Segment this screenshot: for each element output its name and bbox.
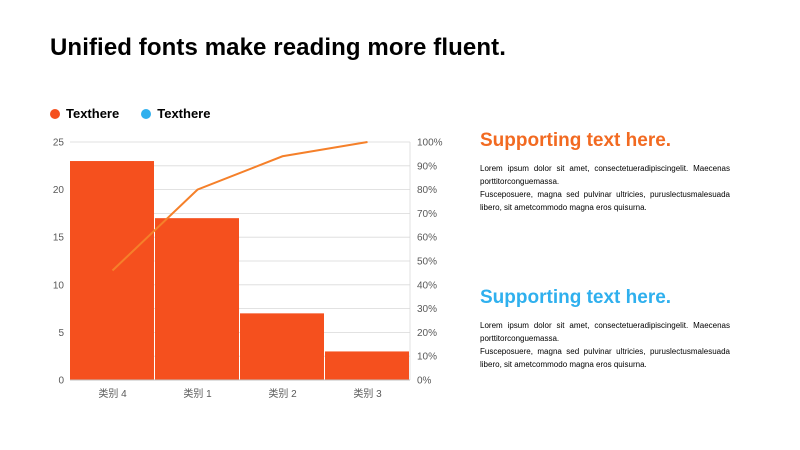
y-tick-label: 5 [58,328,64,339]
y2-tick-label: 10% [417,352,437,363]
legend-item-1: Texthere [50,106,119,121]
y2-tick-label: 40% [417,280,437,291]
bar [155,218,239,380]
bar [325,351,409,380]
x-tick-label: 类别 3 [353,387,382,400]
x-tick-label: 类别 2 [268,387,297,400]
y2-tick-label: 100% [417,138,443,149]
y2-tick-label: 20% [417,328,437,339]
y2-tick-label: 50% [417,257,437,268]
bar [70,161,154,380]
y2-tick-label: 70% [417,209,437,220]
cumulative-line [111,141,368,272]
chart-legend: Texthere Texthere [50,106,210,121]
supporting-para-2b: Fusceposuere, magna sed pulvinar ultrici… [480,347,730,369]
supporting-para-2a: Lorem ipsum dolor sit amet, consectetuer… [480,321,730,343]
supporting-body-1: Lorem ipsum dolor sit amet, consectetuer… [480,162,730,214]
y-tick-label: 0 [58,376,64,387]
x-tick-label: 类别 4 [98,387,127,400]
supporting-block-2: Supporting text here. Lorem ipsum dolor … [480,287,730,371]
y2-tick-label: 0% [417,376,432,387]
y-tick-label: 25 [53,138,65,149]
supporting-para-1b: Fusceposuere, magna sed pulvinar ultrici… [480,190,730,212]
legend-label-1: Texthere [66,106,120,121]
y2-tick-label: 80% [417,185,437,196]
y2-tick-label: 90% [417,161,437,172]
legend-dot-orange [50,108,60,119]
supporting-para-1a: Lorem ipsum dolor sit amet, consectetuer… [480,164,730,186]
supporting-block-1: Supporting text here. Lorem ipsum dolor … [480,130,730,214]
y-tick-label: 10 [53,280,65,291]
bar [240,313,324,380]
y2-tick-label: 60% [417,233,437,244]
y2-tick-label: 30% [417,304,437,315]
y-tick-label: 20 [53,185,65,196]
legend-item-2: Texthere [141,106,210,121]
page-title: Unified fonts make reading more fluent. [50,34,506,61]
legend-label-2: Texthere [157,106,211,121]
supporting-heading-2: Supporting text here. [480,287,672,308]
legend-dot-blue [141,108,152,119]
pareto-chart: 0 5 10 15 20 25 0% 10% 20% 30% 40% 50% 60% 70% 80% 90% 1… [53,138,443,401]
supporting-body-2: Lorem ipsum dolor sit amet, consectetuer… [480,319,730,371]
y-tick-label: 15 [53,233,65,244]
x-tick-label: 类别 1 [183,387,212,400]
supporting-heading-1: Supporting text here. [480,130,672,151]
